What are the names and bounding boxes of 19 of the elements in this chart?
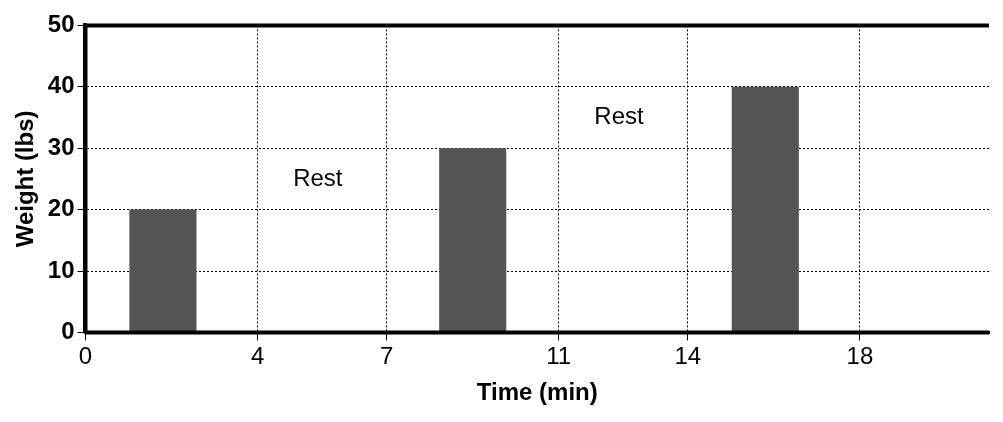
y-tick-label: 30 (47, 132, 75, 160)
x-tick-label: 4 (250, 342, 265, 370)
y-tick-label: 10 (47, 255, 75, 283)
bar (129, 209, 197, 332)
bar (439, 148, 507, 332)
x-tick-label: 7 (379, 342, 394, 370)
annotation: Rest (594, 102, 644, 130)
x-axis-title: Time (min) (476, 378, 598, 406)
x-tick-label: 14 (674, 342, 702, 370)
annotation: Rest (293, 163, 343, 191)
bar (731, 86, 799, 332)
y-tick-label: 50 (47, 10, 75, 38)
x-tick-label: 0 (78, 342, 93, 370)
y-tick-label: 20 (47, 194, 75, 222)
y-tick-label: 0 (61, 317, 75, 345)
y-axis-title: Weight (lbs) (11, 110, 39, 248)
y-tick-label: 40 (47, 71, 75, 99)
x-tick-label: 18 (846, 342, 874, 370)
x-tick-label: 11 (546, 342, 572, 370)
